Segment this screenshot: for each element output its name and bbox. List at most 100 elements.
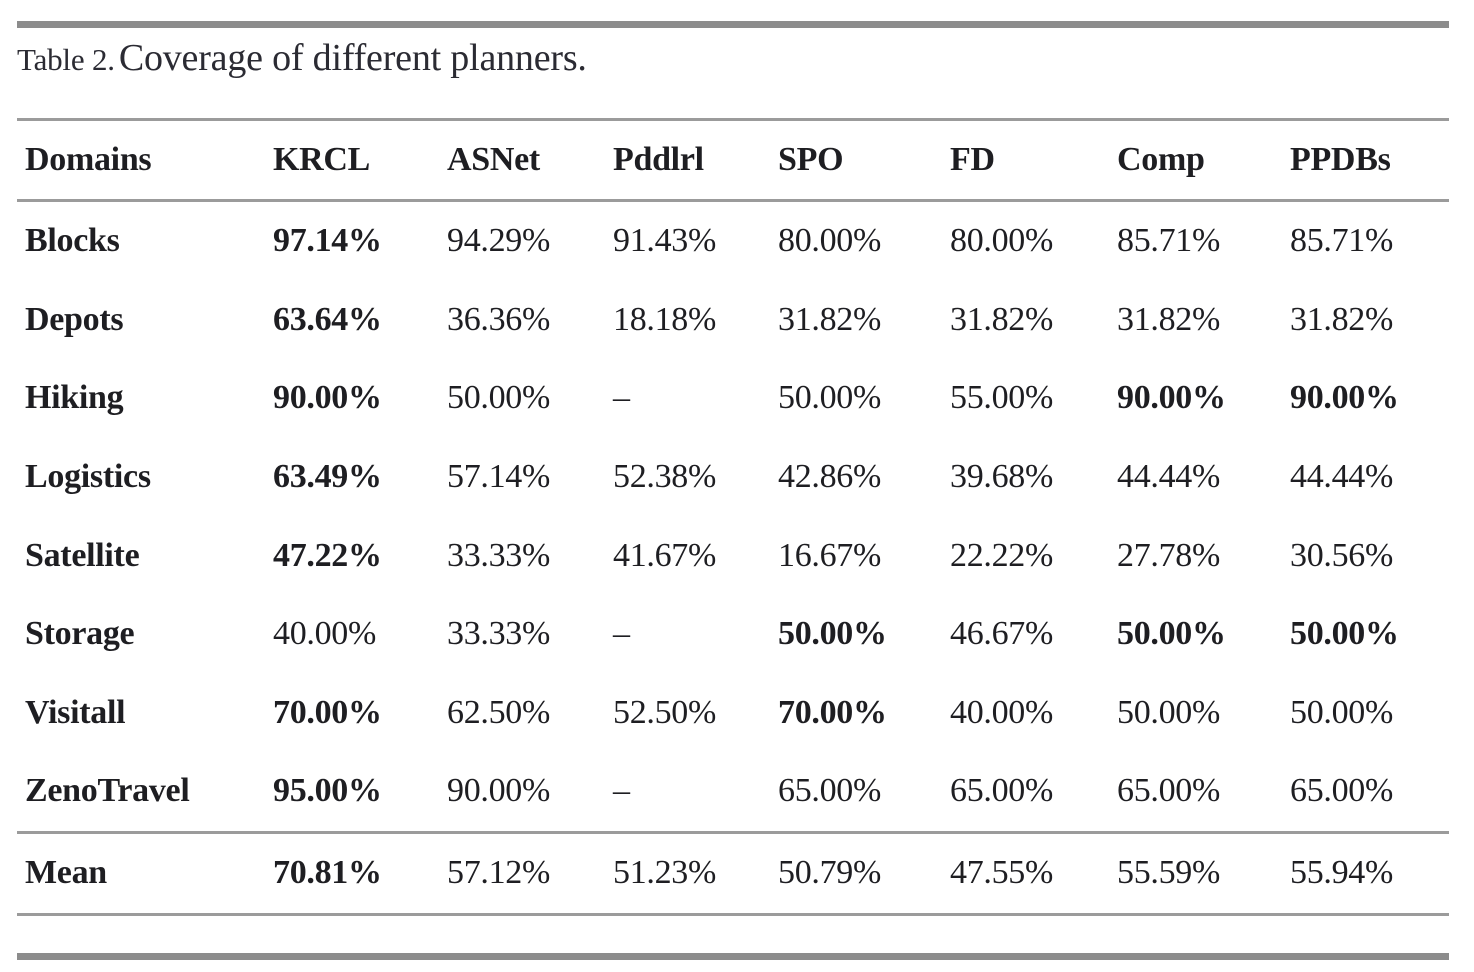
table-caption-label: Table 2. — [17, 42, 115, 77]
coverage-cell: 51.23% — [613, 854, 717, 892]
column-header-domains: Domains — [25, 141, 152, 178]
header-bottom-rule — [17, 199, 1449, 202]
coverage-cell: 50.00% — [1117, 693, 1221, 731]
coverage-cell: 44.44% — [1117, 458, 1221, 496]
coverage-cell: 55.00% — [950, 379, 1054, 417]
coverage-cell: – — [613, 379, 630, 417]
mean-top-rule — [17, 830, 1449, 834]
row-domain-label: Visitall — [25, 693, 126, 731]
coverage-cell: – — [613, 615, 630, 653]
coverage-cell: 39.68% — [950, 458, 1054, 496]
column-header-fd: FD — [950, 141, 995, 178]
coverage-cell: 33.33% — [447, 615, 551, 653]
coverage-cell: 55.94% — [1290, 854, 1394, 892]
coverage-cell: 65.00% — [778, 772, 882, 810]
coverage-cell: 31.82% — [950, 300, 1054, 338]
column-header-ppdbs: PPDBs — [1290, 141, 1391, 178]
column-header-asnet: ASNet — [447, 141, 540, 178]
coverage-cell: 90.00% — [1117, 379, 1226, 417]
column-header-pddlrl: Pddlrl — [613, 141, 704, 178]
coverage-cell: 16.67% — [778, 536, 882, 574]
row-domain-label: Depots — [25, 300, 124, 338]
table-row: ZenoTravel 95.00% 90.00% – 65.00% 65.00%… — [17, 752, 1449, 831]
top-rule — [17, 21, 1449, 28]
coverage-cell: 85.71% — [1117, 222, 1221, 260]
coverage-cell: 52.50% — [613, 693, 717, 731]
coverage-cell: 30.56% — [1290, 536, 1394, 574]
coverage-cell: 46.67% — [950, 615, 1054, 653]
coverage-cell: 91.43% — [613, 222, 717, 260]
row-domain-label: Satellite — [25, 536, 140, 574]
coverage-cell: 52.38% — [613, 458, 717, 496]
table-row: Hiking 90.00% 50.00% – 50.00% 55.00% 90.… — [17, 359, 1449, 438]
coverage-cell: 33.33% — [447, 536, 551, 574]
coverage-cell: 27.78% — [1117, 536, 1221, 574]
coverage-cell: 65.00% — [1290, 772, 1394, 810]
coverage-cell: 40.00% — [950, 693, 1054, 731]
coverage-cell: 70.81% — [273, 854, 382, 892]
table-row: Logistics 63.49% 57.14% 52.38% 42.86% 39… — [17, 438, 1449, 517]
table-row: Depots 63.64% 36.36% 18.18% 31.82% 31.82… — [17, 281, 1449, 360]
coverage-cell: 50.00% — [1290, 693, 1394, 731]
coverage-cell: 57.14% — [447, 458, 551, 496]
coverage-cell: 65.00% — [1117, 772, 1221, 810]
coverage-cell: 47.55% — [950, 854, 1054, 892]
table-header-row: Domains KRCL ASNet Pddlrl SPO FD Comp PP… — [17, 121, 1449, 199]
column-header-comp: Comp — [1117, 141, 1205, 178]
coverage-cell: 42.86% — [778, 458, 882, 496]
coverage-cell: 50.79% — [778, 854, 882, 892]
coverage-cell: 50.00% — [447, 379, 551, 417]
coverage-cell: 47.22% — [273, 536, 382, 574]
coverage-cell: 50.00% — [1290, 615, 1399, 653]
table-row-mean: Mean 70.81% 57.12% 51.23% 50.79% 47.55% … — [17, 834, 1449, 913]
coverage-cell: 80.00% — [778, 222, 882, 260]
coverage-cell: 97.14% — [273, 222, 382, 260]
row-domain-label: Mean — [25, 854, 107, 892]
coverage-cell: 40.00% — [273, 615, 377, 653]
row-domain-label: Logistics — [25, 458, 151, 496]
coverage-cell: 36.36% — [447, 300, 551, 338]
coverage-cell: 57.12% — [447, 854, 551, 892]
coverage-cell: 31.82% — [1117, 300, 1221, 338]
coverage-cell: – — [613, 772, 630, 810]
coverage-cell: 70.00% — [273, 693, 382, 731]
bottom-rule — [17, 952, 1449, 960]
column-header-krcl: KRCL — [273, 141, 371, 178]
table-caption-text: Coverage of different planners. — [118, 37, 587, 79]
coverage-cell: 94.29% — [447, 222, 551, 260]
coverage-cell: 18.18% — [613, 300, 717, 338]
coverage-cell: 50.00% — [778, 379, 882, 417]
coverage-cell: 70.00% — [778, 693, 887, 731]
row-domain-label: ZenoTravel — [25, 772, 190, 810]
coverage-cell: 44.44% — [1290, 458, 1394, 496]
coverage-cell: 62.50% — [447, 693, 551, 731]
coverage-cell: 31.82% — [1290, 300, 1394, 338]
paper-table-figure: Table 2. Coverage of different planners.… — [17, 21, 1449, 960]
table-body: Blocks 97.14% 94.29% 91.43% 80.00% 80.00… — [17, 202, 1449, 831]
coverage-cell: 31.82% — [778, 300, 882, 338]
column-header-spo: SPO — [778, 141, 844, 178]
row-domain-label: Storage — [25, 615, 135, 653]
coverage-cell: 50.00% — [1117, 615, 1226, 653]
table-row: Storage 40.00% 33.33% – 50.00% 46.67% 50… — [17, 595, 1449, 674]
coverage-cell: 90.00% — [1290, 379, 1399, 417]
coverage-cell: 22.22% — [950, 536, 1054, 574]
table-caption: Table 2. Coverage of different planners. — [17, 28, 1449, 118]
coverage-cell: 63.49% — [273, 458, 382, 496]
coverage-cell: 50.00% — [778, 615, 887, 653]
table-row: Satellite 47.22% 33.33% 41.67% 16.67% 22… — [17, 516, 1449, 595]
coverage-cell: 90.00% — [447, 772, 551, 810]
coverage-cell: 41.67% — [613, 536, 717, 574]
coverage-cell: 90.00% — [273, 379, 382, 417]
bottom-gap — [17, 916, 1449, 953]
coverage-cell: 65.00% — [950, 772, 1054, 810]
coverage-cell: 85.71% — [1290, 222, 1394, 260]
coverage-cell: 95.00% — [273, 772, 382, 810]
header-top-rule — [17, 118, 1449, 121]
row-domain-label: Hiking — [25, 379, 124, 417]
coverage-cell: 55.59% — [1117, 854, 1221, 892]
mean-bottom-rule — [17, 912, 1449, 916]
coverage-cell: 80.00% — [950, 222, 1054, 260]
table-row: Visitall 70.00% 62.50% 52.50% 70.00% 40.… — [17, 674, 1449, 753]
coverage-cell: 63.64% — [273, 300, 382, 338]
